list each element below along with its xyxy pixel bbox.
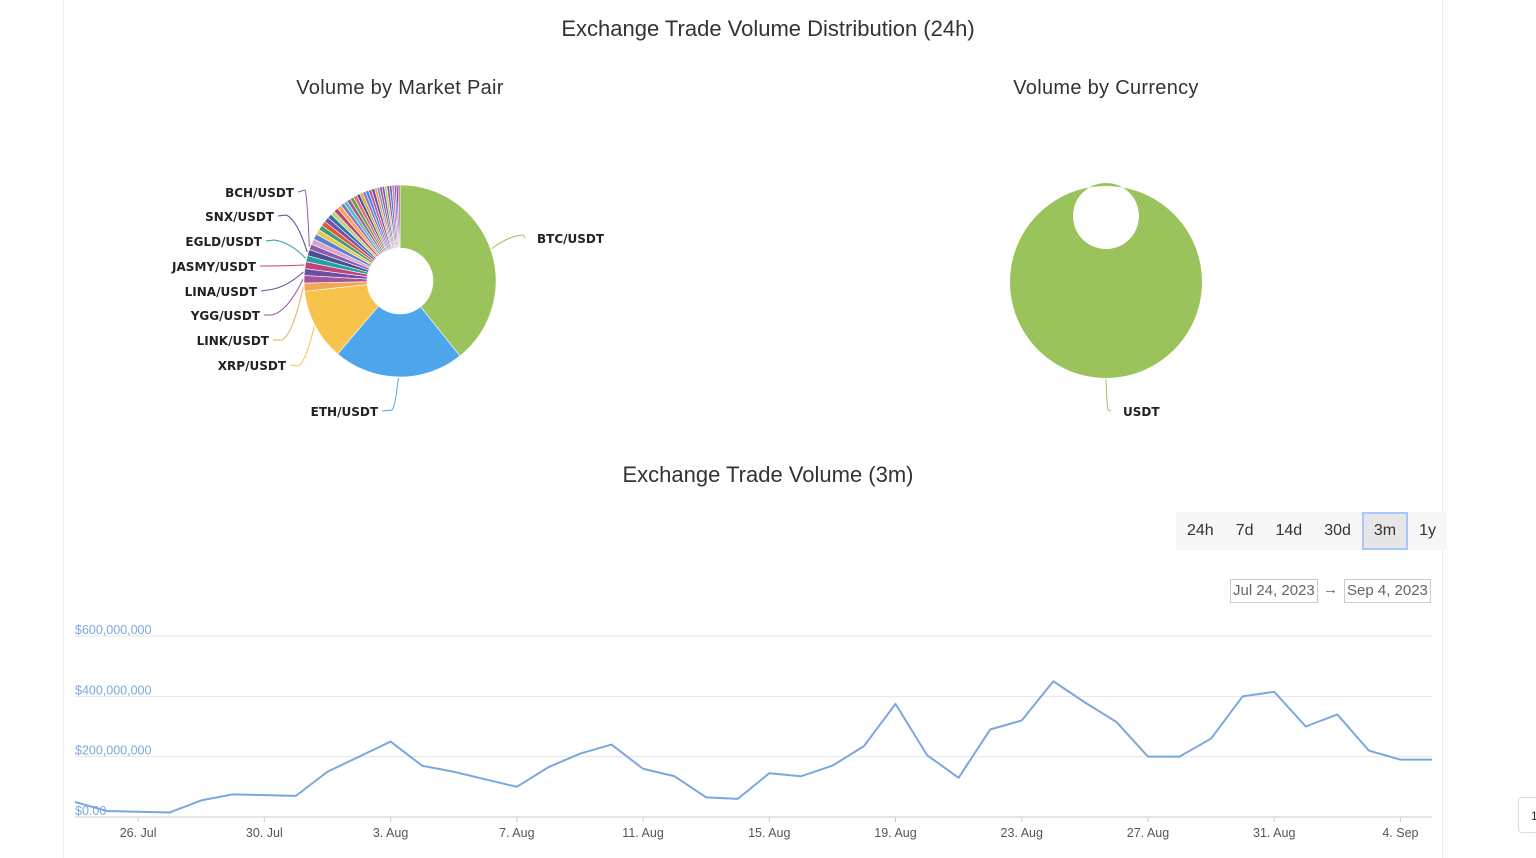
date-from-input[interactable]: Jul 24, 2023 [1230, 579, 1318, 603]
pie-market-label-6: JASMY/USDT [171, 260, 257, 274]
y-tick-label-2: $200,000,000 [75, 744, 152, 758]
x-tick-label-5: 15. Aug [748, 826, 790, 840]
pie-market-connector-8 [278, 215, 307, 252]
pie-market-connector-2 [290, 326, 314, 366]
x-tick-label-1: 30. Jul [246, 826, 283, 840]
pie-market-label-3: LINK/USDT [197, 334, 270, 348]
line-chart: $600,000,000$400,000,000$200,000,000$0.0… [75, 623, 1432, 840]
range-button-1y[interactable]: 1y [1408, 512, 1447, 550]
range-button-24h[interactable]: 24h [1176, 512, 1225, 550]
date-to-input[interactable]: Sep 4, 2023 [1344, 579, 1431, 603]
range-button-30d[interactable]: 30d [1313, 512, 1362, 550]
range-button-3m[interactable]: 3m [1362, 512, 1408, 550]
y-tick-label-1: $400,000,000 [75, 683, 152, 697]
pie-market-connector-5 [261, 272, 303, 291]
pie-currency-connector-0 [1106, 379, 1111, 411]
x-tick-label-3: 7. Aug [499, 826, 534, 840]
date-range-arrow-icon: → [1323, 581, 1338, 598]
x-tick-label-10: 4. Sep [1382, 826, 1418, 840]
pie-market-connector-0 [492, 235, 525, 249]
pie-market-connector-3 [273, 287, 303, 340]
series-line-0[interactable] [75, 681, 1432, 812]
range-button-7d[interactable]: 7d [1225, 512, 1265, 550]
pie-market-connector-6 [260, 265, 304, 266]
pie-market-label-9: BCH/USDT [225, 186, 295, 200]
pie-market-label-5: LINA/USDT [185, 285, 258, 299]
pie-market-connector-7 [266, 240, 306, 258]
pie-currency-slice-0[interactable] [1010, 183, 1202, 378]
pie-market-slices: BTC/USDT ETH/USDT XRP/USDT LINK/USDT YGG/USD… [171, 185, 605, 419]
x-tick-label-8: 27. Aug [1127, 826, 1169, 840]
pie-market-connector-1 [382, 378, 398, 411]
x-tick-label-9: 31. Aug [1253, 826, 1295, 840]
pie-currency-label-0: USDT [1123, 405, 1160, 419]
pie-market-label-0: BTC/USDT [537, 232, 605, 246]
x-tick-label-4: 11. Aug [622, 826, 664, 840]
pie-market-label-8: SNX/USDT [205, 210, 275, 224]
x-tick-label-6: 19. Aug [874, 826, 916, 840]
range-button-14d[interactable]: 14d [1265, 512, 1314, 550]
x-tick-label-2: 3. Aug [373, 826, 408, 840]
pie-market-connector-9 [298, 190, 309, 247]
pie-market-label-7: EGLD/USDT [185, 235, 262, 249]
y-tick-label-0: $600,000,000 [75, 623, 152, 637]
x-tick-label-7: 23. Aug [1001, 826, 1043, 840]
pie-market-label-1: ETH/USDT [311, 405, 379, 419]
pie-market-label-2: XRP/USDT [218, 359, 287, 373]
edge-button[interactable]: 1 [1518, 797, 1536, 833]
pie-currency-slices: USDT [1010, 183, 1202, 419]
x-tick-label-0: 26. Jul [120, 826, 157, 840]
pie-market-label-4: YGG/USDT [190, 309, 261, 323]
